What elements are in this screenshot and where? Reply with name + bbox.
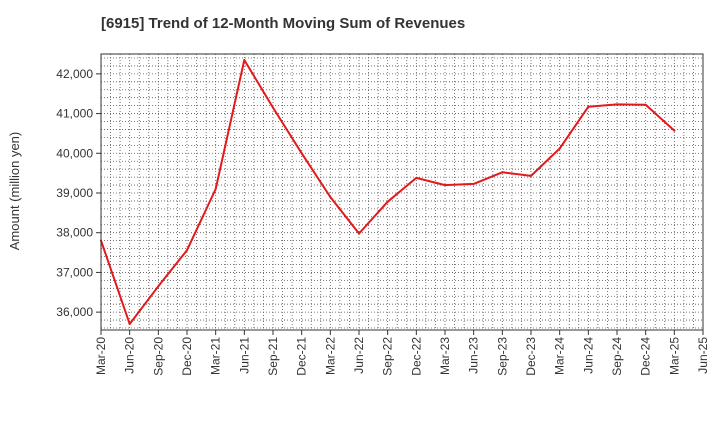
x-tick-label: Jun-24 (581, 337, 595, 374)
x-tick-label: Jun-21 (237, 337, 251, 374)
data-point (243, 58, 246, 61)
data-point (329, 195, 332, 198)
x-tick-label: Jun-25 (696, 337, 710, 374)
x-tick-label: Jun-23 (467, 337, 481, 374)
y-axis-label: Amount (million yen) (7, 132, 22, 251)
x-tick-label: Dec-21 (295, 337, 309, 376)
data-point (501, 171, 504, 174)
data-point (558, 147, 561, 150)
x-tick-label: Mar-25 (667, 337, 681, 375)
x-tick-label: Sep-23 (495, 337, 509, 376)
y-tick-label: 40,000 (56, 146, 93, 160)
x-tick-label: Mar-23 (438, 337, 452, 375)
data-point (616, 103, 618, 106)
x-tick-label: Mar-21 (209, 337, 223, 375)
data-point (472, 182, 475, 185)
y-tick-label: 39,000 (56, 186, 93, 200)
data-point (300, 152, 303, 155)
data-point (358, 232, 360, 235)
data-point (272, 106, 274, 109)
data-point (530, 174, 532, 177)
axes (96, 53, 704, 335)
data-point (673, 129, 676, 132)
data-point (157, 285, 160, 288)
series-layer (100, 58, 676, 326)
data-point (415, 176, 418, 179)
x-tick-label: Dec-20 (180, 337, 194, 376)
x-tick-label: Dec-23 (524, 337, 538, 376)
data-point (587, 105, 590, 108)
data-point (386, 200, 389, 203)
grid (101, 54, 703, 330)
x-tick-label: Sep-21 (266, 337, 280, 376)
x-tick-label: Sep-22 (381, 337, 395, 376)
chart-title: [6915] Trend of 12-Month Moving Sum of R… (101, 15, 466, 32)
x-tick-label: Jun-22 (352, 337, 366, 374)
y-tick-label: 42,000 (56, 67, 93, 81)
x-tick-label: Mar-24 (553, 337, 567, 375)
tick-labels: 36,000 37,000 38,000 39,000 40,000 41,000 42,0… (56, 67, 710, 376)
data-point (644, 103, 647, 106)
plot-background (101, 54, 703, 330)
data-point (444, 184, 446, 187)
x-tick-label: Mar-22 (323, 337, 337, 375)
data-point (128, 323, 131, 326)
x-tick-label: Jun-20 (123, 337, 137, 374)
x-tick-label: Dec-22 (409, 337, 423, 376)
y-tick-label: 41,000 (56, 107, 93, 121)
plot-border (100, 53, 704, 331)
x-tick-label: Dec-24 (639, 337, 653, 376)
y-tick-label: 37,000 (56, 265, 93, 279)
y-tick-label: 36,000 (56, 305, 93, 319)
x-tick-label: Sep-20 (151, 337, 165, 376)
x-tick-label: Mar-20 (94, 337, 108, 375)
y-tick-label: 38,000 (56, 226, 93, 240)
data-point (214, 188, 217, 191)
data-point (186, 249, 188, 252)
x-tick-label: Sep-24 (610, 337, 624, 376)
